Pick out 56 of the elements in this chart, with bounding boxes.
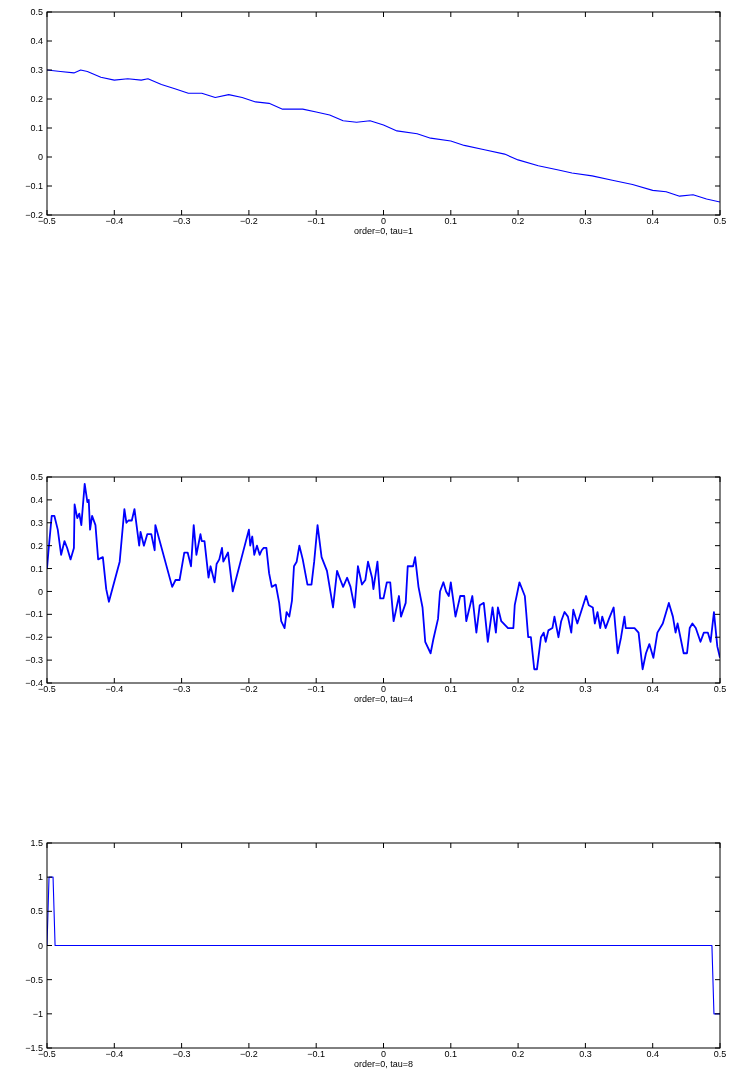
y-tick-label: 0.4 [30, 36, 43, 47]
y-tick-label: 0.2 [30, 94, 43, 105]
y-tick-label: −1 [32, 1008, 43, 1019]
x-tick-label: 0.1 [444, 216, 458, 226]
y-tick-label: 0 [37, 586, 43, 597]
y-tick-label: 0 [37, 152, 43, 163]
y-tick-label: 0.1 [30, 123, 43, 134]
x-axis-title: order=0, tau=4 [353, 694, 414, 704]
y-tick-label: 0.1 [30, 563, 43, 574]
x-tick-label: −0.4 [105, 216, 124, 226]
x-tick-label: −0.4 [105, 684, 124, 694]
x-tick-label: 0.2 [511, 216, 525, 226]
y-tick-label: 0.5 [30, 7, 43, 18]
y-tick-label: −0.3 [25, 655, 43, 666]
x-tick-label: 0.3 [579, 216, 592, 226]
x-tick-label: −0.2 [240, 216, 258, 226]
y-tick-label: 1 [37, 872, 43, 883]
x-tick-label: −0.3 [172, 684, 191, 694]
x-tick-label: −0.3 [172, 216, 191, 226]
y-tick-label: 1.5 [30, 838, 43, 849]
x-tick-label: 0 [380, 216, 387, 226]
x-tick-label: 0 [380, 1049, 387, 1059]
y-tick-label: 0.3 [30, 65, 43, 76]
x-tick-label: 0.5 [713, 216, 727, 226]
x-tick-label: −0.2 [240, 1049, 258, 1059]
x-tick-label: −0.2 [240, 684, 258, 694]
x-tick-label: −0.1 [307, 216, 326, 226]
y-tick-label: 0.5 [30, 472, 43, 483]
line-series [47, 482, 720, 671]
x-tick-label: 0.4 [646, 1049, 659, 1059]
x-tick-label: −0.1 [307, 684, 326, 694]
x-axis-title: order=0, tau=8 [353, 1059, 414, 1069]
x-tick-label: 0.3 [579, 1049, 592, 1059]
x-tick-label: 0.3 [579, 684, 592, 694]
y-tick-label: 0.5 [30, 906, 43, 917]
y-tick-label: −0.1 [25, 181, 43, 192]
x-tick-label: 0.4 [646, 216, 659, 226]
y-tick-label: 0.3 [30, 517, 43, 528]
x-tick-label: −0.1 [307, 1049, 326, 1059]
x-tick-label: −0.4 [105, 1049, 124, 1059]
y-tick-label: 0.4 [30, 495, 43, 506]
x-tick-label: 0.1 [444, 684, 458, 694]
x-tick-label: 0 [380, 684, 387, 694]
y-tick-label: −0.5 [25, 974, 43, 985]
x-tick-label: 0.5 [713, 1049, 727, 1059]
x-axis-title: order=0, tau=1 [353, 226, 414, 236]
x-tick-label: 0.2 [511, 1049, 525, 1059]
x-tick-label: −0.3 [172, 1049, 191, 1059]
y-tick-label: 0.2 [30, 540, 43, 551]
x-tick-label: 0.4 [646, 684, 659, 694]
y-tick-label: −0.2 [25, 632, 43, 643]
y-tick-label: 0 [37, 940, 43, 951]
x-tick-label: 0.2 [511, 684, 525, 694]
x-tick-label: 0.1 [444, 1049, 458, 1059]
x-tick-label: 0.5 [713, 684, 727, 694]
y-tick-label: −0.1 [25, 609, 43, 620]
